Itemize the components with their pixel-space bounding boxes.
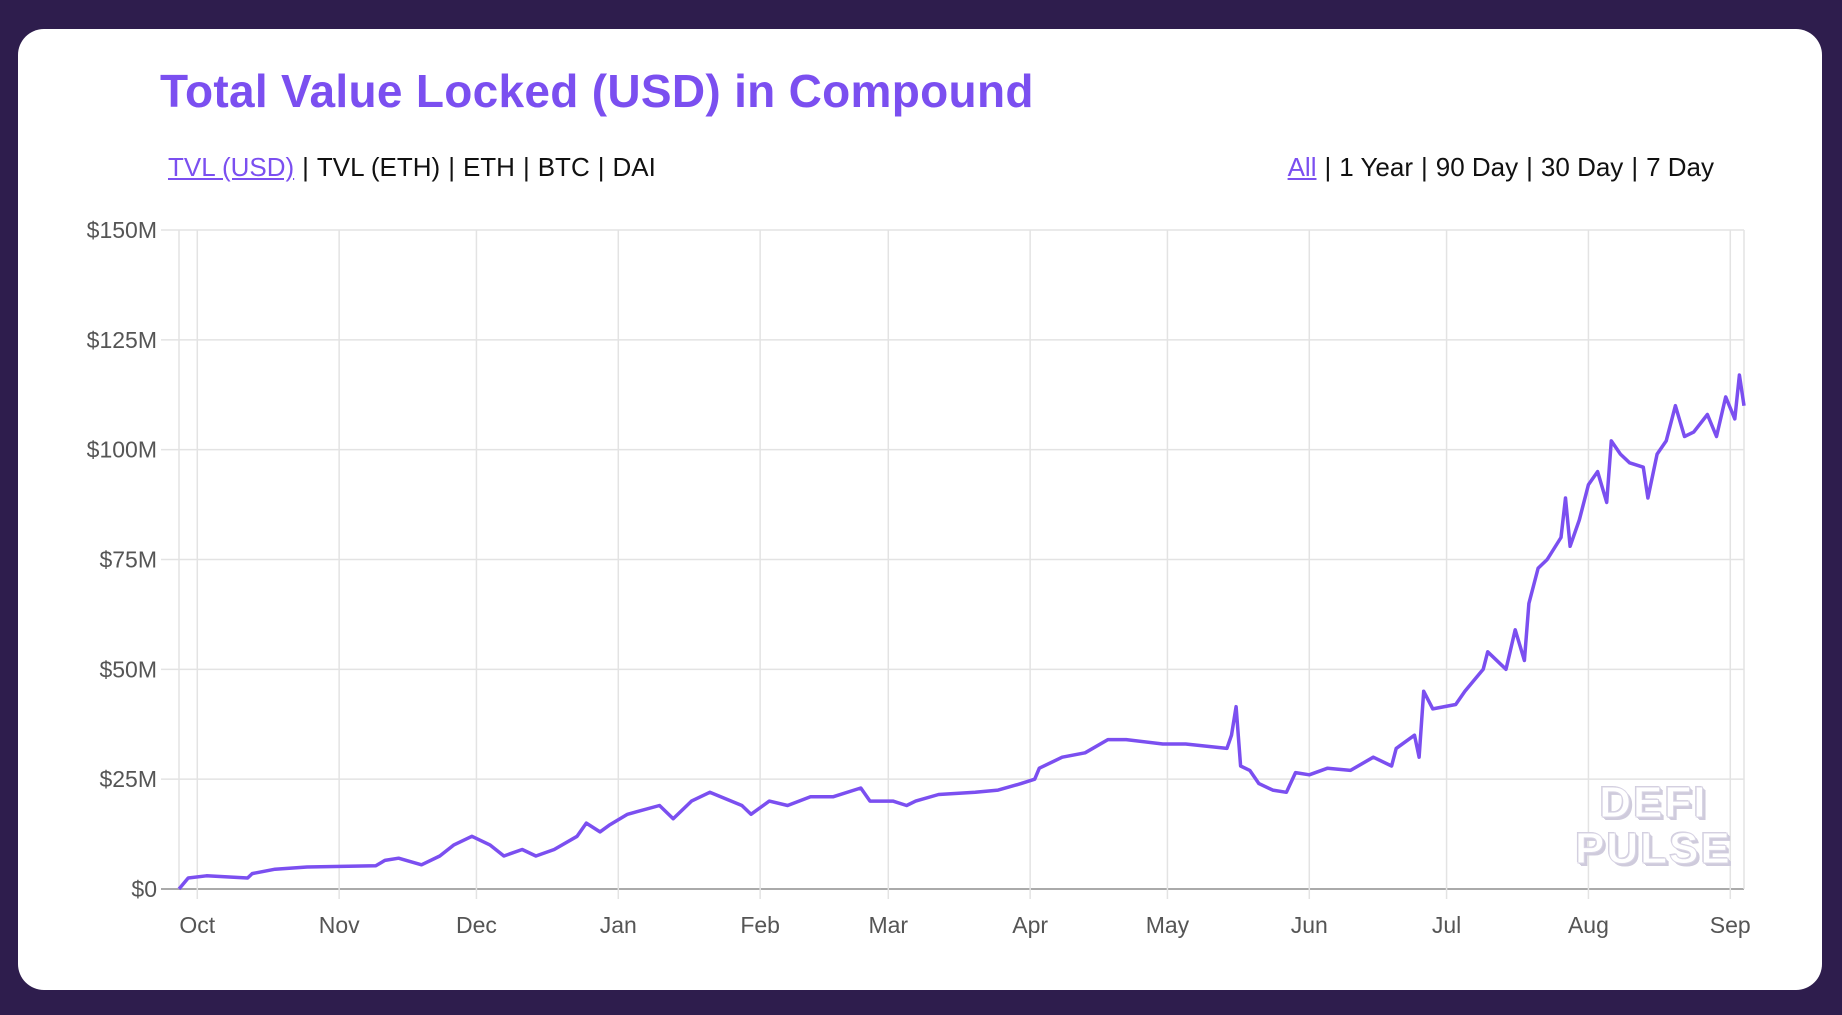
separator: | [597, 152, 605, 182]
x-tick-label: Dec [456, 912, 497, 938]
y-tick-label: $50M [99, 656, 157, 682]
y-tick-label: $75M [99, 547, 157, 573]
range-90-day[interactable]: 90 Day [1435, 152, 1519, 182]
chart-card [18, 29, 1822, 990]
x-tick-label: Sep [1710, 912, 1751, 938]
tab-btc[interactable]: BTC [537, 152, 590, 182]
x-tick-label: Nov [319, 912, 360, 938]
x-tick-label: Feb [740, 912, 780, 938]
range-30-day[interactable]: 30 Day [1540, 152, 1624, 182]
separator: | [448, 152, 455, 182]
x-tick-label: Apr [1012, 912, 1048, 938]
x-tick-label: May [1146, 912, 1190, 938]
separator: | [1526, 152, 1533, 182]
defi-pulse-watermark: DEFI PULSE [1575, 778, 1732, 873]
x-tick-label: Oct [179, 912, 215, 938]
metric-tabs: TVL (USD) | TVL (ETH) | ETH | BTC | DAI [168, 152, 656, 183]
y-tick-label: $0 [131, 876, 157, 902]
page-title: Total Value Locked (USD) in Compound [160, 65, 1034, 117]
range-1-year[interactable]: 1 Year [1339, 152, 1413, 182]
range-all[interactable]: All [1287, 152, 1317, 182]
separator: | [1631, 152, 1639, 182]
y-tick-label: $125M [87, 327, 157, 353]
tab-tvl-eth[interactable]: TVL (ETH) [316, 152, 441, 182]
y-tick-label: $100M [87, 437, 157, 463]
tab-eth[interactable]: ETH [462, 152, 515, 182]
separator: | [1421, 152, 1428, 182]
x-tick-label: Aug [1568, 912, 1609, 938]
series-line-tvl-usd [177, 373, 1746, 891]
x-tick-label: Jul [1432, 912, 1461, 938]
range-tabs: All | 1 Year | 90 Day | 30 Day | 7 Day [1288, 152, 1714, 183]
x-tick-label: Mar [868, 912, 908, 938]
y-tick-label: $25M [99, 766, 157, 792]
separator: | [302, 152, 309, 182]
tab-tvl-usd[interactable]: TVL (USD) [168, 152, 295, 182]
range-7-day[interactable]: 7 Day [1646, 152, 1714, 182]
separator: | [1324, 152, 1332, 182]
x-tick-label: Jan [600, 912, 637, 938]
x-tick-label: Jun [1291, 912, 1328, 938]
y-tick-label: $150M [87, 217, 157, 243]
tab-dai[interactable]: DAI [612, 152, 656, 182]
separator: | [522, 152, 530, 182]
